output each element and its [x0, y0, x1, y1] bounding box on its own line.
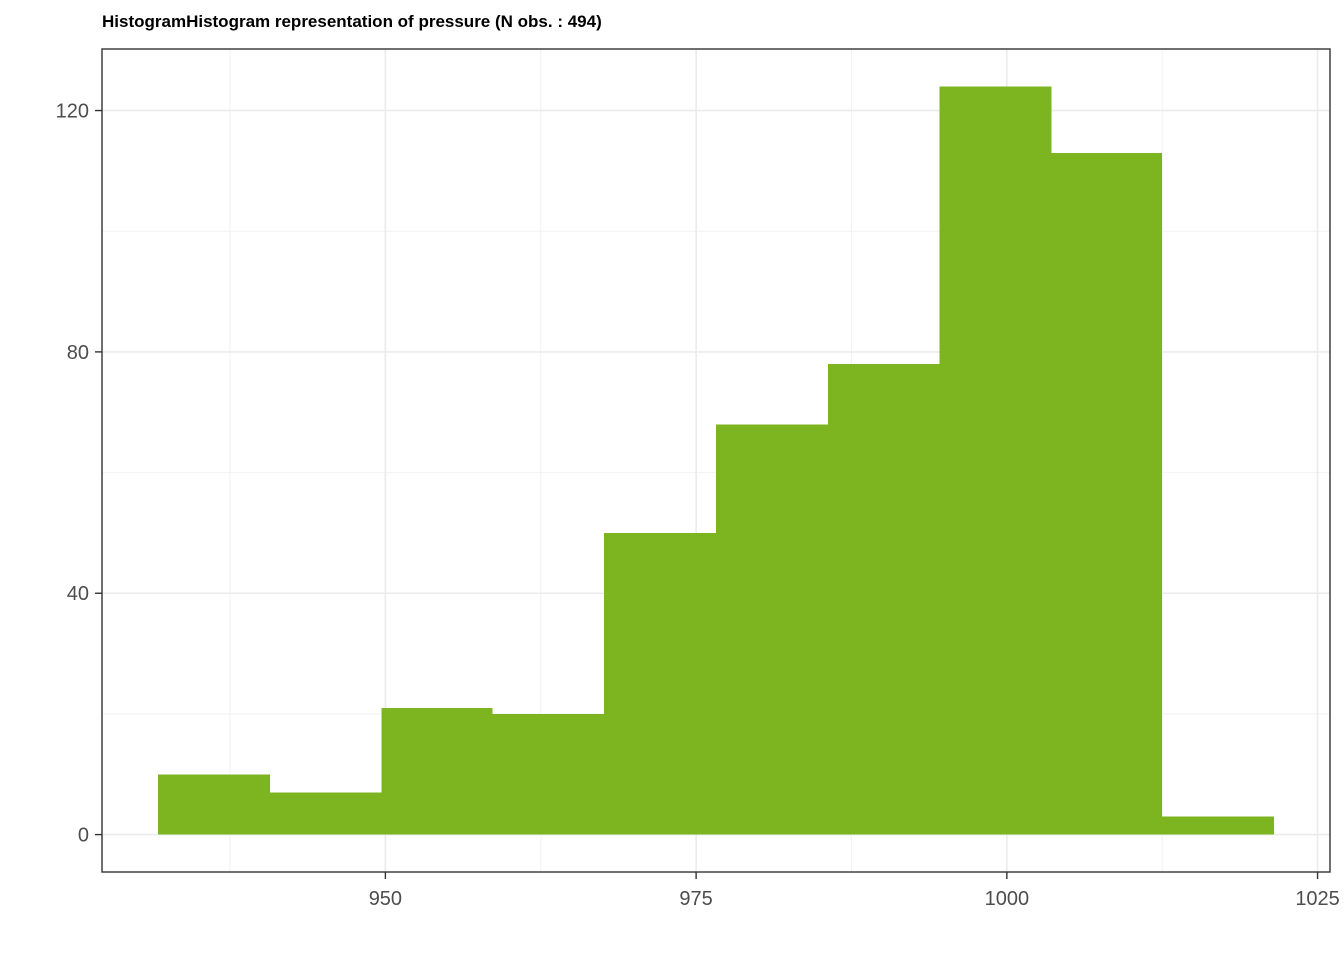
y-tick-label: 40 — [67, 583, 89, 605]
histogram-bar — [381, 707, 493, 835]
histogram-bar — [269, 792, 382, 835]
histogram-bar — [716, 424, 828, 835]
axes — [101, 48, 1331, 873]
histogram-bar — [827, 363, 940, 835]
histogram-bar — [939, 86, 1052, 835]
histogram-bar — [1162, 816, 1275, 835]
x-tick-label: 1000 — [985, 888, 1030, 910]
x-tick-label: 975 — [679, 888, 712, 910]
histogram-bar — [1051, 152, 1163, 835]
histogram-bars — [157, 86, 1275, 835]
chart-title: HistogramHistogram representation of pre… — [102, 12, 602, 31]
y-tick-label: 120 — [56, 101, 89, 123]
x-tick-label: 950 — [369, 888, 402, 910]
tick-labels: 950 975 1000 1025 0 40 80 120 — [56, 101, 1340, 910]
histogram-bar — [604, 532, 716, 835]
histogram-bar — [157, 774, 270, 835]
histogram-bar — [492, 713, 605, 835]
x-tick-label: 1025 — [1295, 888, 1340, 910]
y-tick-label: 80 — [67, 342, 89, 364]
panel-border — [101, 48, 1331, 873]
y-tick-label: 0 — [78, 825, 89, 847]
